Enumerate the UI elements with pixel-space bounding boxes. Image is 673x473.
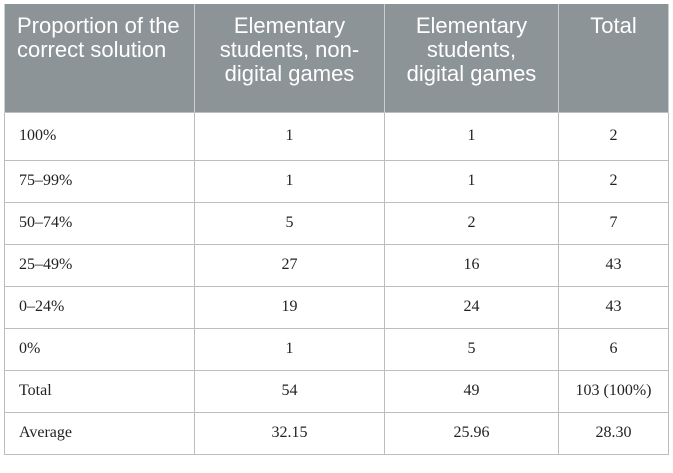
table-row: 0% 1 5 6	[4, 327, 669, 371]
table-row: 75–99% 1 1 2	[4, 159, 669, 203]
row-label: Total	[4, 369, 195, 413]
cell-total: 28.30	[558, 411, 669, 455]
cell-digital: 1	[384, 111, 559, 161]
cell-total: 2	[558, 111, 669, 161]
table-row-average: Average 32.15 25.96 28.30	[4, 411, 669, 455]
cell-digital: 25.96	[384, 411, 559, 455]
row-label: 100%	[4, 111, 195, 161]
cell-digital: 5	[384, 327, 559, 371]
table-header: Proportion of the correct solution Eleme…	[4, 4, 669, 112]
cell-total: 7	[558, 201, 669, 245]
cell-non-digital: 1	[194, 327, 385, 371]
cell-digital: 1	[384, 159, 559, 203]
cell-digital: 2	[384, 201, 559, 245]
cell-digital: 24	[384, 285, 559, 329]
header-digital: Elementary students, digital games	[384, 4, 559, 112]
cell-total: 43	[558, 285, 669, 329]
results-table-container: Proportion of the correct solution Eleme…	[4, 4, 669, 455]
results-table: Proportion of the correct solution Eleme…	[4, 4, 669, 455]
cell-total: 103 (100%)	[558, 369, 669, 413]
cell-digital: 16	[384, 243, 559, 287]
cell-total: 2	[558, 159, 669, 203]
cell-non-digital: 19	[194, 285, 385, 329]
row-label: 75–99%	[4, 159, 195, 203]
header-total: Total	[558, 4, 669, 112]
header-row: Proportion of the correct solution Eleme…	[4, 4, 669, 112]
header-non-digital: Elementary students, non-digital games	[194, 4, 385, 112]
row-label: 0–24%	[4, 285, 195, 329]
cell-non-digital: 27	[194, 243, 385, 287]
cell-non-digital: 1	[194, 111, 385, 161]
header-proportion: Proportion of the correct solution	[4, 4, 195, 112]
table-body: 100% 1 1 2 75–99% 1 1 2 50–74% 5 2 7 25–…	[4, 111, 669, 455]
row-label: 0%	[4, 327, 195, 371]
row-label: 50–74%	[4, 201, 195, 245]
table-row: 0–24% 19 24 43	[4, 285, 669, 329]
cell-non-digital: 1	[194, 159, 385, 203]
cell-non-digital: 54	[194, 369, 385, 413]
row-label: 25–49%	[4, 243, 195, 287]
table-row: 100% 1 1 2	[4, 111, 669, 161]
cell-total: 43	[558, 243, 669, 287]
table-row: 25–49% 27 16 43	[4, 243, 669, 287]
table-row: 50–74% 5 2 7	[4, 201, 669, 245]
cell-digital: 49	[384, 369, 559, 413]
table-row-total: Total 54 49 103 (100%)	[4, 369, 669, 413]
cell-total: 6	[558, 327, 669, 371]
cell-non-digital: 5	[194, 201, 385, 245]
row-label: Average	[4, 411, 195, 455]
cell-non-digital: 32.15	[194, 411, 385, 455]
